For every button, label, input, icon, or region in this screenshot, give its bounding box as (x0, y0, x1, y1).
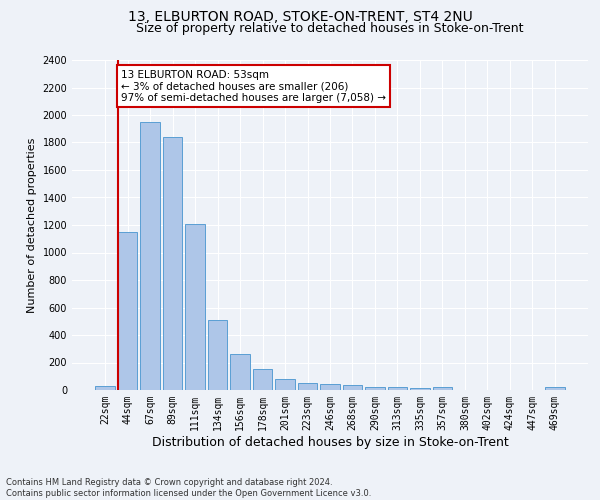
Bar (388, 386, 407, 390)
Bar (208, 320, 227, 390)
X-axis label: Distribution of detached houses by size in Stoke-on-Trent: Distribution of detached houses by size … (152, 436, 508, 448)
Text: Contains HM Land Registry data © Crown copyright and database right 2024.
Contai: Contains HM Land Registry data © Crown c… (6, 478, 371, 498)
Bar (118, 232, 137, 390)
Bar (433, 387, 452, 390)
Text: 13, ELBURTON ROAD, STOKE-ON-TRENT, ST4 2NU: 13, ELBURTON ROAD, STOKE-ON-TRENT, ST4 2… (128, 10, 472, 24)
Title: Size of property relative to detached houses in Stoke-on-Trent: Size of property relative to detached ho… (136, 22, 524, 35)
Text: 13 ELBURTON ROAD: 53sqm
← 3% of detached houses are smaller (206)
97% of semi-de: 13 ELBURTON ROAD: 53sqm ← 3% of detached… (121, 70, 386, 103)
Bar (343, 384, 362, 390)
Bar (320, 384, 340, 390)
Y-axis label: Number of detached properties: Number of detached properties (27, 138, 37, 312)
Bar (275, 379, 295, 390)
Bar (140, 122, 160, 390)
Bar (185, 224, 205, 390)
Bar (298, 383, 317, 390)
Bar (95, 386, 115, 390)
Bar (230, 354, 250, 390)
Bar (410, 388, 430, 390)
Bar (163, 137, 182, 390)
Bar (545, 387, 565, 390)
Bar (253, 368, 272, 390)
Bar (365, 387, 385, 390)
